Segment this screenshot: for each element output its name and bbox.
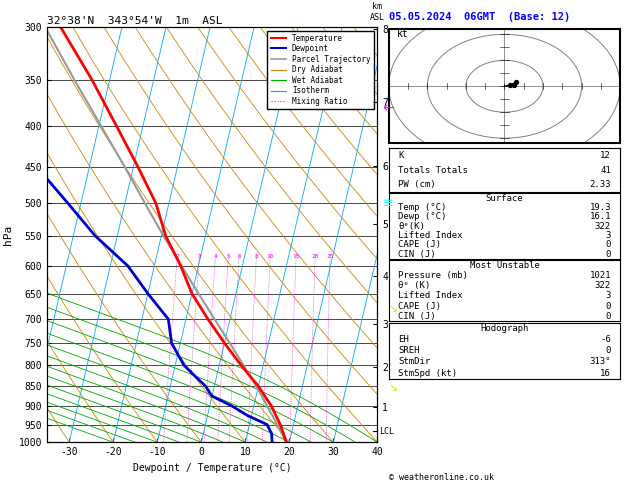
Y-axis label: hPa: hPa: [3, 225, 13, 244]
Text: 3: 3: [606, 231, 611, 240]
Text: Most Unstable: Most Unstable: [469, 261, 540, 270]
Text: CIN (J): CIN (J): [398, 250, 436, 259]
Text: 0: 0: [606, 346, 611, 355]
Text: Lifted Index: Lifted Index: [398, 292, 462, 300]
Text: PW (cm): PW (cm): [398, 180, 436, 189]
Text: 05.05.2024  06GMT  (Base: 12): 05.05.2024 06GMT (Base: 12): [389, 12, 570, 22]
Text: Pressure (mb): Pressure (mb): [398, 271, 468, 280]
Text: 3: 3: [606, 292, 611, 300]
Y-axis label: Mixing Ratio (g/kg): Mixing Ratio (g/kg): [394, 179, 404, 290]
Text: 2: 2: [175, 254, 179, 259]
Text: StmDir: StmDir: [398, 357, 430, 366]
Text: 0: 0: [606, 241, 611, 249]
Text: Hodograph: Hodograph: [481, 324, 528, 333]
X-axis label: Dewpoint / Temperature (°C): Dewpoint / Temperature (°C): [133, 463, 292, 473]
Text: 16: 16: [600, 368, 611, 378]
Text: K: K: [398, 151, 403, 160]
Text: CIN (J): CIN (J): [398, 312, 436, 321]
Text: CAPE (J): CAPE (J): [398, 301, 441, 311]
Text: CAPE (J): CAPE (J): [398, 241, 441, 249]
Text: 15: 15: [292, 254, 300, 259]
Text: 0: 0: [606, 301, 611, 311]
Text: 4: 4: [214, 254, 218, 259]
Text: 20: 20: [311, 254, 319, 259]
Text: 0: 0: [606, 312, 611, 321]
Text: 313°: 313°: [589, 357, 611, 366]
Text: Totals Totals: Totals Totals: [398, 166, 468, 174]
Text: SREH: SREH: [398, 346, 420, 355]
Text: Dewp (°C): Dewp (°C): [398, 212, 447, 221]
Text: Temp (°C): Temp (°C): [398, 203, 447, 212]
Text: 41: 41: [600, 166, 611, 174]
Text: 6: 6: [237, 254, 241, 259]
Text: 10: 10: [267, 254, 274, 259]
Text: 25: 25: [326, 254, 334, 259]
Text: ≡: ≡: [382, 196, 393, 209]
Point: [505, 81, 515, 89]
Text: -6: -6: [600, 335, 611, 344]
Text: ←: ←: [382, 101, 394, 115]
Text: 16.1: 16.1: [589, 212, 611, 221]
Text: 0: 0: [606, 250, 611, 259]
Text: © weatheronline.co.uk: © weatheronline.co.uk: [389, 473, 494, 482]
Text: StmSpd (kt): StmSpd (kt): [398, 368, 457, 378]
Text: kt: kt: [396, 29, 408, 39]
Text: θᵉ (K): θᵉ (K): [398, 281, 430, 290]
Text: Surface: Surface: [486, 193, 523, 203]
Text: 2.33: 2.33: [589, 180, 611, 189]
Text: 19.3: 19.3: [589, 203, 611, 212]
Text: km
ASL: km ASL: [370, 2, 385, 22]
Text: LCL: LCL: [380, 427, 394, 435]
Text: 8: 8: [255, 254, 259, 259]
Point: [511, 78, 521, 86]
Text: 322: 322: [595, 281, 611, 290]
Text: Lifted Index: Lifted Index: [398, 231, 462, 240]
Point: [509, 81, 519, 89]
Legend: Temperature, Dewpoint, Parcel Trajectory, Dry Adiabat, Wet Adiabat, Isotherm, Mi: Temperature, Dewpoint, Parcel Trajectory…: [267, 31, 374, 109]
Text: ↘: ↘: [389, 383, 398, 393]
Text: θᵉ(K): θᵉ(K): [398, 222, 425, 231]
Text: 1021: 1021: [589, 271, 611, 280]
Text: 12: 12: [600, 151, 611, 160]
Text: 3: 3: [198, 254, 201, 259]
Text: 322: 322: [595, 222, 611, 231]
Text: EH: EH: [398, 335, 409, 344]
Text: ↘: ↘: [389, 304, 398, 314]
Text: 32°38'N  343°54'W  1m  ASL: 32°38'N 343°54'W 1m ASL: [47, 16, 223, 26]
Text: 5: 5: [226, 254, 230, 259]
